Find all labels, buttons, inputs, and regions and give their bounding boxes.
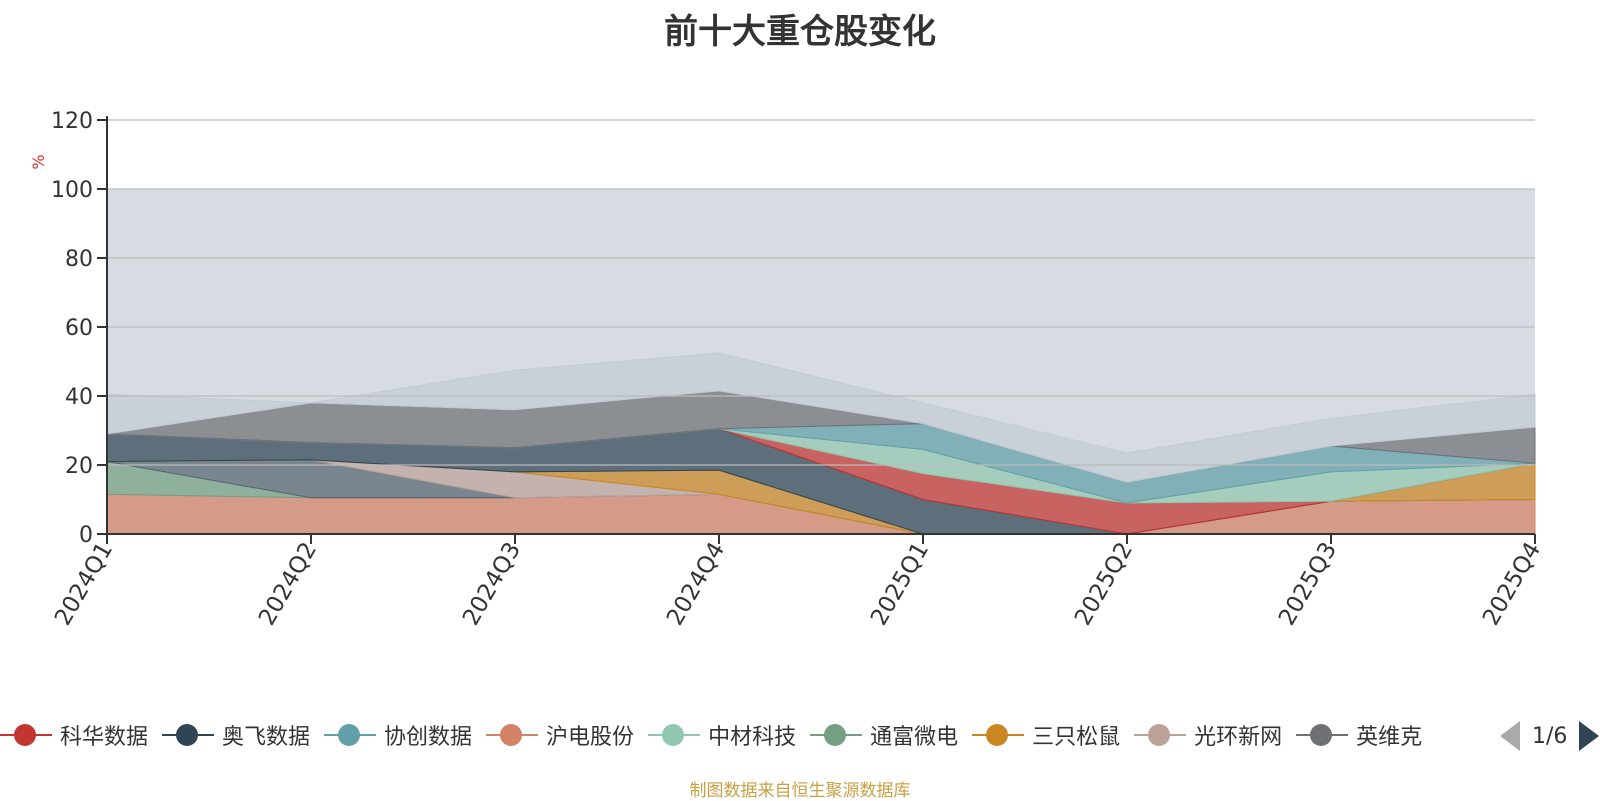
legend-label: 奥飞数据 xyxy=(222,725,311,750)
y-tick-label-40: 40 xyxy=(65,385,93,410)
legend-prev-arrow-icon[interactable] xyxy=(1500,721,1520,751)
stacked-area-chart: 0 20 40 60 80 100 120% 2024Q1 2024Q2 2024Q3 2024Q4… xyxy=(29,109,1546,630)
legend-item-4[interactable]: 沪电股份 xyxy=(486,713,634,757)
area-series-11 xyxy=(106,352,1536,483)
x-tick-label-2025Q2: 2025Q2 xyxy=(1070,538,1138,630)
legend-label: 光环新网 xyxy=(1194,725,1283,750)
legend-marker-icon xyxy=(162,720,215,750)
x-tick-label-2025Q3: 2025Q3 xyxy=(1274,538,1342,630)
x-tick-label-2024Q3: 2024Q3 xyxy=(458,538,526,630)
legend-label: 英维克 xyxy=(1356,725,1423,750)
legend-item-6[interactable]: 通富微电 xyxy=(810,713,958,757)
legend-item-9[interactable]: 英维克 xyxy=(1296,713,1422,757)
x-tick-label-2024Q1: 2024Q1 xyxy=(50,538,118,630)
legend-pager: 1/6 xyxy=(1500,718,1600,754)
y-tick-label-20: 20 xyxy=(65,454,93,479)
y-axis-unit-label: % xyxy=(29,154,48,169)
legend-marker-icon xyxy=(1296,720,1349,750)
legend-label: 科华数据 xyxy=(60,725,149,750)
legend-item-7[interactable]: 三只松鼠 xyxy=(972,713,1120,757)
legend-marker-icon xyxy=(1134,720,1187,750)
legend-item-2[interactable]: 奥飞数据 xyxy=(162,713,310,757)
x-tick-label-2025Q4: 2025Q4 xyxy=(1478,538,1546,630)
legend-label: 三只松鼠 xyxy=(1032,725,1121,750)
x-tick-label-2024Q4: 2024Q4 xyxy=(662,538,730,630)
legend-item-8[interactable]: 光环新网 xyxy=(1134,713,1282,757)
legend-item-5[interactable]: 中材科技 xyxy=(648,713,796,757)
legend-marker-icon xyxy=(648,720,701,750)
legend-marker-icon xyxy=(810,720,863,750)
y-tick-label-120: 120 xyxy=(51,109,93,134)
legend-page-indicator: 1/6 xyxy=(1532,723,1568,749)
data-source-note: 制图数据来自恒生聚源数据库 xyxy=(689,781,911,801)
x-tick-label-2024Q2: 2024Q2 xyxy=(254,538,322,630)
y-tick-label-0: 0 xyxy=(79,523,93,548)
legend-marker-icon xyxy=(324,720,377,750)
legend-label: 通富微电 xyxy=(870,725,959,750)
legend-next-arrow-icon[interactable] xyxy=(1579,721,1600,751)
legend-item-1[interactable]: 科华数据 xyxy=(0,713,148,757)
chart-title: 前十大重仓股变化 xyxy=(664,12,936,52)
legend-item-3[interactable]: 协创数据 xyxy=(324,713,472,757)
legend: 科华数据 奥飞数据 协创数据 沪电股份 中材科技 通富微电 三只松鼠 光环新网 英维克 xyxy=(0,713,1490,757)
legend-label: 协创数据 xyxy=(384,725,473,750)
legend-label: 中材科技 xyxy=(708,725,797,750)
y-tick-label-60: 60 xyxy=(65,316,93,341)
legend-marker-icon xyxy=(972,720,1025,750)
legend-label: 沪电股份 xyxy=(546,725,635,750)
y-tick-label-100: 100 xyxy=(51,178,93,203)
legend-marker-icon xyxy=(486,720,539,750)
x-tick-label-2025Q1: 2025Q1 xyxy=(866,538,934,630)
y-tick-label-80: 80 xyxy=(65,247,93,272)
legend-marker-icon xyxy=(0,720,52,750)
